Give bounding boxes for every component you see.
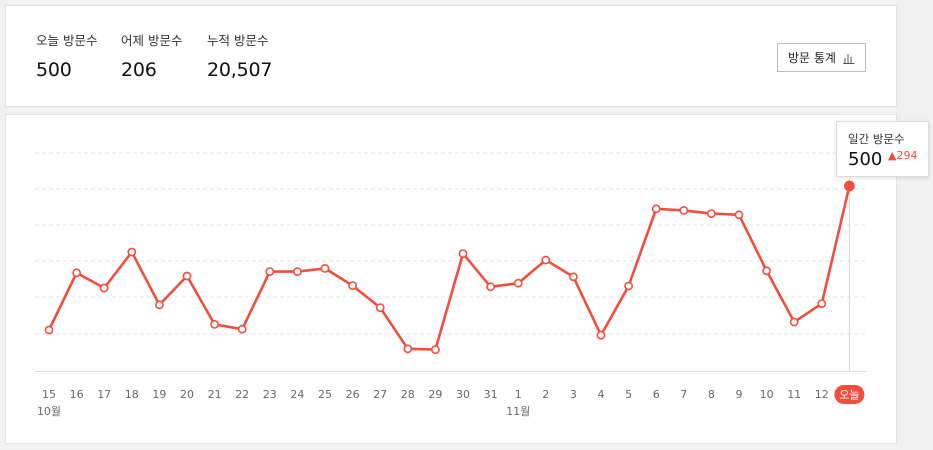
today-visits-stat: 오늘 방문수 500 [36, 30, 97, 81]
data-point [210, 319, 219, 329]
data-point [154, 300, 164, 310]
data-point [320, 263, 330, 273]
daily-visits-chart-panel [5, 114, 897, 444]
data-point [292, 267, 302, 276]
x-tick-label: 5 [625, 388, 632, 401]
chart-series [44, 180, 855, 354]
x-month-label: 10월 [37, 405, 61, 418]
visit-stats-button[interactable]: 방문 통계 [777, 43, 866, 72]
x-tick-label: 4 [598, 388, 605, 401]
x-tick-label: 16 [70, 388, 84, 401]
chart-x-axis [35, 178, 866, 372]
x-tick-label: 10 [760, 388, 774, 401]
x-tick-label: 19 [152, 388, 166, 401]
x-tick-label: 20 [180, 388, 194, 401]
x-tick-label: 28 [401, 388, 415, 401]
x-tick-label: 12 [815, 388, 829, 401]
x-tick-label: 23 [263, 388, 277, 401]
x-tick-label: 26 [346, 388, 360, 401]
tooltip-value: 500 [848, 149, 883, 170]
data-point [817, 299, 827, 308]
data-point-today [844, 180, 855, 192]
x-tick-label: 2 [542, 388, 549, 401]
visit-stats-button-label: 방문 통계 [788, 51, 836, 65]
data-point [403, 344, 413, 354]
x-tick-label: 21 [208, 388, 222, 401]
data-point [72, 268, 81, 278]
data-point [348, 281, 357, 290]
chart-x-labels: 15 16 17 18 19 20 21 22 23 24 25 26 27 28 29 30 31 1 2 3 4 5 6… [37, 385, 865, 418]
total-visits-stat: 누적 방문수 20,507 [207, 30, 272, 81]
x-tick-label: 1 [515, 388, 522, 401]
x-month-label: 11월 [506, 405, 530, 418]
x-tick-label: 8 [708, 388, 715, 401]
series-line [47, 185, 851, 351]
total-visits-label: 누적 방문수 [207, 33, 269, 48]
x-tick-label: 15 [42, 388, 56, 401]
tooltip-change: ▲294 [888, 149, 917, 162]
up-arrow-icon: ▲ [888, 149, 897, 162]
yesterday-visits-label: 어제 방문수 [121, 33, 183, 48]
today-visits-label: 오늘 방문수 [36, 33, 98, 48]
data-point [265, 267, 275, 276]
x-tick-label: 27 [373, 388, 387, 401]
x-tick-label: 22 [235, 388, 249, 401]
data-point [44, 325, 54, 335]
data-point [569, 272, 578, 282]
data-point [624, 281, 633, 291]
data-point [734, 210, 744, 220]
x-tick-label: 25 [318, 388, 332, 401]
x-tick-label: 29 [428, 388, 442, 401]
data-point [182, 271, 192, 281]
yesterday-visits-value: 206 [121, 59, 157, 81]
data-point [541, 255, 551, 265]
data-point [127, 247, 137, 257]
data-point [762, 266, 771, 276]
tooltip-change-value: 294 [896, 149, 918, 162]
x-tick-label: 31 [484, 388, 498, 401]
data-point [237, 324, 247, 334]
daily-visits-tooltip: 일간 방문수 500 ▲294 [836, 121, 929, 177]
total-visits-value: 20,507 [207, 59, 273, 81]
data-point [789, 317, 799, 327]
today-visits-value: 500 [36, 59, 72, 81]
data-point [596, 330, 606, 340]
x-tick-label: 9 [736, 388, 743, 401]
x-tick-label-today: 오늘 [839, 389, 859, 402]
data-point [99, 283, 109, 293]
x-tick-label: 6 [653, 388, 660, 401]
x-tick-label: 17 [97, 388, 111, 401]
data-point [486, 282, 495, 292]
x-tick-label: 7 [680, 388, 687, 401]
x-tick-label: 3 [570, 388, 577, 401]
data-point [430, 345, 440, 354]
yesterday-visits-stat: 어제 방문수 206 [121, 30, 182, 81]
x-tick-label: 30 [456, 388, 470, 401]
data-point [513, 278, 523, 288]
today-badge [834, 385, 865, 404]
x-tick-label: 11 [787, 388, 801, 401]
data-point [707, 209, 716, 218]
data-point [375, 303, 385, 312]
data-point [458, 249, 468, 258]
bar-chart-icon [842, 53, 855, 64]
data-point [651, 204, 661, 214]
x-tick-label: 24 [290, 388, 304, 401]
tooltip-label: 일간 방문수 [848, 132, 905, 146]
visit-summary-panel: 오늘 방문수 500 어제 방문수 206 누적 방문수 20,507 방문 통… [5, 5, 897, 107]
data-point [679, 205, 689, 215]
x-tick-label: 18 [125, 388, 139, 401]
